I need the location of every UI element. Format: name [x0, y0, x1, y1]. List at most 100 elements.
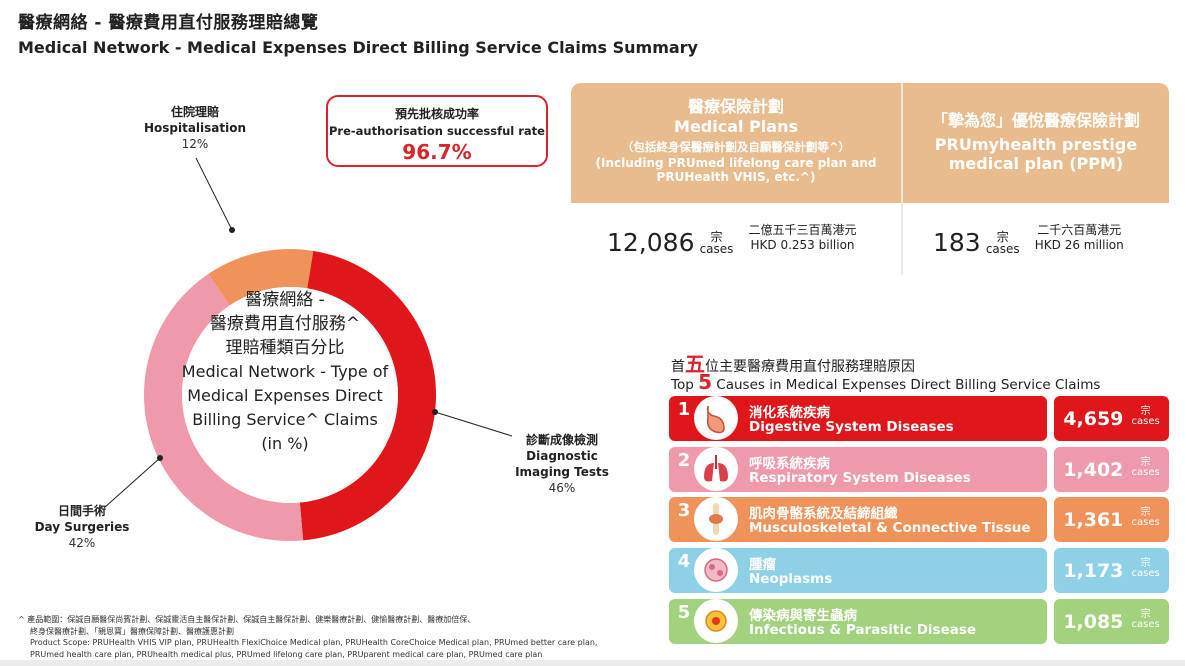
cause-1-count: 4,659 [1063, 408, 1124, 430]
cause-5-unit: 宗 cases [1131, 609, 1160, 630]
cause-1-count-box: 4,659 宗 cases [1054, 396, 1169, 441]
donut-chart [144, 249, 436, 541]
bottom-divider [0, 660, 1185, 666]
cause-3-unit: 宗 cases [1131, 507, 1160, 528]
cause-2-en: Respiratory System Diseases [749, 470, 971, 486]
center-zh-line-2: 醫療費用直付服務^ [209, 314, 361, 334]
center-zh-line-3: 理賠種類百分比 [225, 338, 345, 358]
plan-b-stats: 183 宗 cases 二千六百萬港元 HKD 26 million [903, 203, 1169, 275]
leader-dot-hospitalisation [229, 227, 235, 233]
cause-4-count: 1,173 [1063, 560, 1124, 582]
center-zh-line-1: 醫療網絡 - [245, 290, 325, 310]
cause-4-zh: 腫瘤 [749, 557, 776, 573]
cause-3-count-box: 1,361 宗 cases [1054, 497, 1169, 542]
cause-rank-4: 4 [677, 551, 691, 572]
cause-5-zh: 傳染病與寄生蟲病 [749, 608, 857, 624]
pre-authorisation-box: 預先批核成功率 Pre-authorisation successful rat… [326, 95, 548, 167]
plan-a-sub-en-1: (Including PRUmed lifelong care plan and [595, 156, 877, 170]
label-hospitalisation-zh: 住院理賠 [170, 105, 219, 119]
center-en-line-4: (in %) [261, 434, 309, 453]
leader-dot-day-surgery [157, 455, 163, 461]
plan-b-title-en-2: medical plan (PPM) [948, 154, 1124, 173]
lungs-icon [694, 447, 738, 491]
leader-line-day-surgery [103, 457, 161, 509]
joint-icon [694, 497, 738, 541]
plan-a-title-zh: 醫療保險計劃 [687, 97, 784, 116]
plan-b-cases: 183 [933, 228, 981, 257]
label-imaging: 診斷成像檢測 Diagnostic Imaging Tests 46% [500, 432, 624, 496]
plan-b-title-zh: 「摯為您」優悅醫療保險計劃 [931, 111, 1140, 130]
donut-slice-day-surgeries [144, 273, 304, 541]
donut-center-text: 醫療網絡 - 醫療費用直付服務^ 理賠種類百分比 Medical Network… [180, 288, 390, 456]
plan-b-unit: 宗 cases [985, 230, 1020, 256]
footnote-line-4: PRUmed health care plan, PRUhealth medic… [30, 649, 543, 659]
cause-4-en: Neoplasms [749, 571, 833, 587]
rate-value: 96.7% [402, 140, 472, 164]
plan-a-sub-zh: （包括終身保醫療計劃及自願醫保計劃等^） [621, 140, 851, 154]
cause-rank-5: 5 [677, 602, 691, 623]
cause-3-count: 1,361 [1063, 509, 1124, 531]
label-day-surgery: 日間手術 Day Surgeries 42% [22, 503, 142, 551]
plan-a-header: 醫療保險計劃 Medical Plans （包括終身保醫療計劃及自願醫保計劃等^… [571, 83, 901, 203]
leader-dot-imaging [432, 409, 438, 415]
footnote-line-2: 終身保醫療計劃、「親恩寶」醫療保障計劃、醫療護惠計劃 [30, 626, 234, 636]
cause-5-count: 1,085 [1063, 611, 1124, 633]
label-imaging-pct: 46% [548, 481, 576, 495]
plan-a-unit: 宗 cases [699, 230, 734, 256]
virus-icon [694, 599, 738, 643]
leader-line-imaging [434, 411, 513, 437]
cause-3-en: Musculoskeletal & Connective Tissue [749, 520, 1031, 536]
rate-label-zh: 預先批核成功率 [394, 107, 479, 121]
label-hospitalisation-en: Hospitalisation [143, 121, 247, 135]
footnote-line-3: Product Scope: PRUHealth VHIS VIP plan, … [30, 638, 598, 647]
cause-2-zh: 呼吸系統疾病 [749, 456, 830, 472]
top5-title-zh-number: 五 [685, 352, 705, 376]
label-hospitalisation-pct: 12% [181, 137, 209, 151]
leader-lines [103, 157, 513, 509]
top5-title-en-number: 5 [698, 370, 712, 394]
cause-rank-3: 3 [677, 500, 691, 521]
donut-slice-diagnostic-imaging-tests [299, 250, 436, 541]
center-en-line-3: Billing Service^ Claims [192, 410, 378, 429]
plan-a-stats: 12,086 宗 cases 二億五千三百萬港元 HKD 0.253 billion [571, 203, 901, 275]
label-day-surgery-zh: 日間手術 [57, 504, 106, 518]
rate-label-en: Pre-authorisation successful rate [329, 124, 545, 138]
plan-a-sub-en-2: PRUHealth VHIS, etc.^) [656, 170, 816, 184]
plan-a-title-en: Medical Plans [674, 117, 798, 136]
cause-5-count-box: 1,085 宗 cases [1054, 599, 1169, 644]
cause-1-en: Digestive System Diseases [749, 419, 954, 435]
stomach-icon [694, 396, 738, 440]
cause-rank-1: 1 [677, 399, 691, 420]
label-hospitalisation: 住院理賠 Hospitalisation 12% [130, 104, 260, 152]
plans-divider [901, 83, 903, 275]
label-day-surgery-pct: 42% [68, 536, 96, 550]
label-imaging-zh: 診斷成像檢測 [525, 433, 598, 447]
plans-panel: 醫療保險計劃 Medical Plans （包括終身保醫療計劃及自願醫保計劃等^… [571, 83, 1169, 275]
cause-rank-2: 2 [677, 450, 691, 471]
cell-icon [694, 548, 738, 592]
cause-1-zh: 消化系統疾病 [749, 405, 830, 421]
plan-b-title-en-1: PRUmyhealth prestige [934, 135, 1138, 154]
label-imaging-en-2: Imaging Tests [515, 465, 609, 479]
top5-title-en: Top 5 Causes in Medical Expenses Direct … [671, 370, 1101, 394]
plan-a-amount: 二億五千三百萬港元 HKD 0.253 billion [748, 223, 857, 252]
leader-line-hospitalisation [195, 157, 233, 231]
donut-hole [182, 287, 398, 503]
center-en-line-2: Medical Expenses Direct [187, 386, 383, 405]
footnote: ^ 產品範圍：保誠自願醫保尚賓計劃、保誠靈活自主醫保計劃、保誠自主醫保計劃、健樂… [18, 614, 658, 660]
page-title-en: Medical Network - Medical Expenses Direc… [18, 38, 698, 57]
cause-1-unit: 宗 cases [1131, 406, 1160, 427]
label-imaging-en-1: Diagnostic [526, 449, 598, 463]
label-day-surgery-en: Day Surgeries [34, 520, 130, 534]
plan-b-amount: 二千六百萬港元 HKD 26 million [1034, 223, 1124, 252]
top5-title-zh: 首五位主要醫療費用直付服務理賠原因 [671, 352, 915, 376]
cause-4-count-box: 1,173 宗 cases [1054, 548, 1169, 593]
donut-slice-hospitalisation [208, 249, 314, 306]
footnote-line-1: ^ 產品範圍：保誠自願醫保尚賓計劃、保誠靈活自主醫保計劃、保誠自主醫保計劃、健樂… [18, 615, 476, 624]
cause-2-count: 1,402 [1063, 459, 1124, 481]
cause-2-count-box: 1,402 宗 cases [1054, 447, 1169, 492]
plan-b-header: 「摯為您」優悅醫療保險計劃 PRUmyhealth prestige medic… [903, 83, 1169, 203]
cause-5-en: Infectious & Parasitic Disease [749, 622, 977, 638]
cause-4-unit: 宗 cases [1131, 558, 1160, 579]
plan-a-cases: 12,086 [607, 228, 695, 257]
